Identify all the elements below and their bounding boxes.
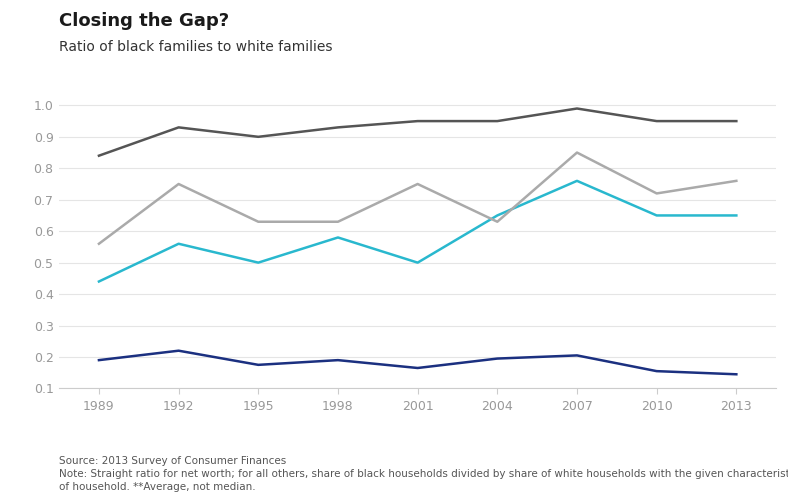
Text: Ratio of black families to white families: Ratio of black families to white familie… bbox=[59, 40, 333, 54]
Text: Source: 2013 Survey of Consumer Finances
Note: Straight ratio for net worth; for: Source: 2013 Survey of Consumer Finances… bbox=[59, 456, 788, 492]
Text: Closing the Gap?: Closing the Gap? bbox=[59, 12, 229, 30]
